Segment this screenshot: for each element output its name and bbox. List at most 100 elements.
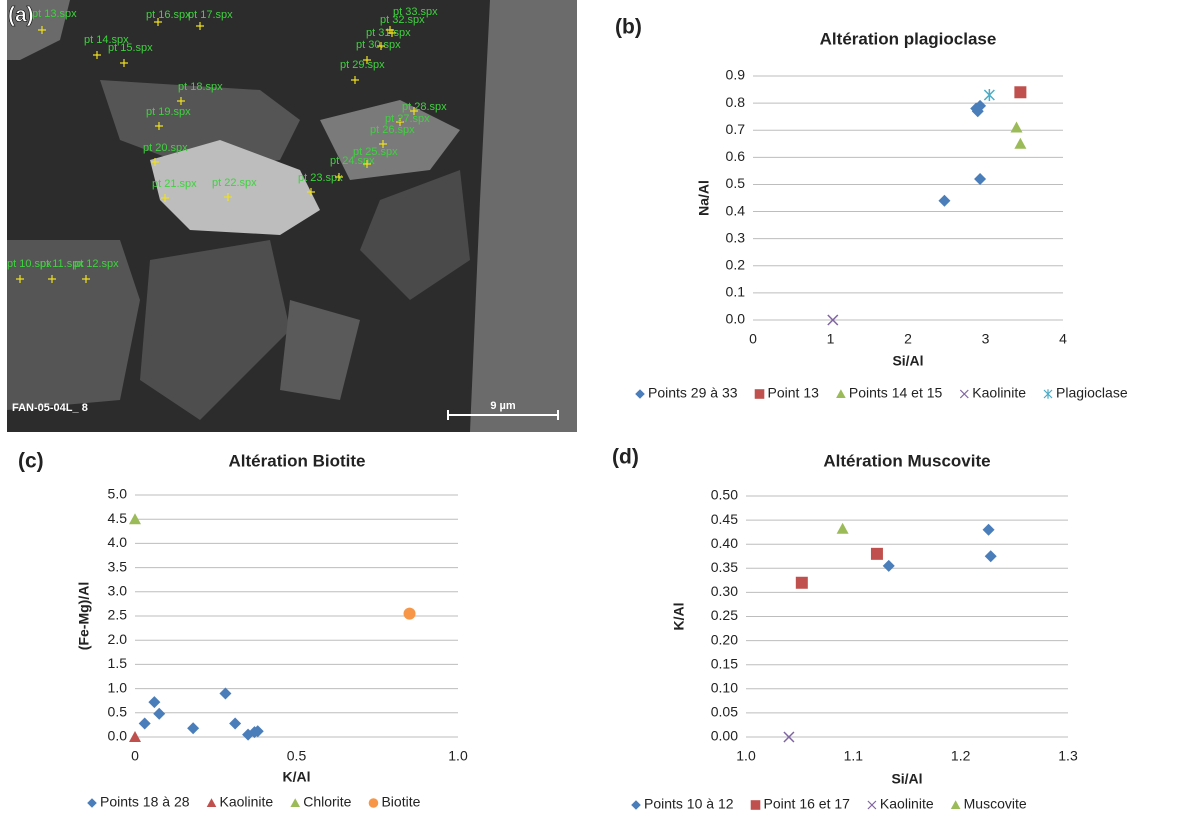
x-axis-label: Si/Al [891,771,922,787]
grain [470,0,577,432]
data-point [251,725,264,738]
point-label: pt 16.spx [146,9,191,21]
y-tick-label: 0.0 [726,311,746,327]
chart-title: Altération plagioclase [820,29,997,48]
grain [320,100,460,180]
legend-label: Point 13 [768,385,820,401]
point-label: pt 14.spx [84,34,129,46]
point-cross [379,140,387,148]
y-tick-label: 0.3 [726,229,746,245]
point-cross [151,158,159,166]
grain [140,240,290,420]
x-tick-label: 1 [827,331,835,347]
y-tick-label: 0.1 [726,284,746,300]
legend-label: Muscovite [964,796,1027,812]
data-point [1014,86,1027,99]
point-cross [38,26,46,34]
legend-marker [867,800,877,810]
legend-marker [635,389,645,399]
y-axis-label: (Fe-Mg)/Al [76,582,92,650]
point-cross [16,275,24,283]
y-tick-label: 0.25 [711,607,738,623]
point-cross [93,51,101,59]
y-tick-label: 0.8 [726,94,746,110]
sem-image: (a) FAN-05-04L_ 8 9 µm [7,0,577,432]
point-cross [196,22,204,30]
y-tick-label: 0.15 [711,655,738,671]
y-tick-label: 0.50 [711,487,738,503]
y-tick-label: 1.5 [108,655,128,671]
y-tick-label: 2.5 [108,607,128,623]
data-point [974,173,987,186]
x-tick-label: 4 [1059,331,1067,347]
x-tick-label: 1.1 [844,748,864,764]
x-tick-label: 1.2 [951,748,971,764]
legend-label: Points 18 à 28 [100,794,190,810]
y-tick-label: 3.0 [108,583,128,599]
data-point [1010,121,1023,133]
y-tick-label: 0.0 [108,728,128,744]
point-label: pt 26.spx [370,124,415,136]
point-cross [161,194,169,202]
legend-marker [1043,389,1053,399]
data-point [938,194,951,207]
y-tick-label: 0.5 [108,704,128,720]
point-label: pt 10.spx [7,258,52,270]
legend-label: Kaolinite [880,796,934,812]
point-label: pt 12.spx [74,258,119,270]
point-cross [335,173,343,181]
point-cross [48,275,56,283]
data-point [229,717,242,730]
legend-label: Kaolinite [220,794,274,810]
y-tick-label: 4.0 [108,534,128,550]
data-point [836,522,849,534]
legend-label: Points 10 à 12 [644,796,734,812]
legend-label: Points 29 à 33 [648,385,738,401]
legend-marker [754,389,765,399]
x-tick-label: 2 [904,331,912,347]
data-point [783,731,795,743]
data-point [795,576,808,589]
y-axis-label: Na/Al [696,180,712,216]
x-tick-label: 0 [131,748,139,764]
y-tick-label: 0.4 [726,202,746,218]
y-tick-label: 0.20 [711,631,738,647]
point-label: pt 17.spx [188,9,233,21]
point-label: pt 32.spx [380,14,425,26]
data-point [138,717,151,730]
y-axis-label: K/Al [671,603,687,631]
point-label: pt 33.spx [393,6,438,18]
y-tick-label: 0.6 [726,148,746,164]
data-point [870,547,883,560]
data-point [129,731,141,742]
y-tick-label: 0.00 [711,728,738,744]
point-cross [155,122,163,130]
data-point [827,314,839,326]
x-tick-label: 3 [982,331,990,347]
chart-title: Altération Biotite [229,451,366,470]
data-point [153,707,166,720]
point-label: pt 25.spx [353,146,398,158]
point-label: pt 23.spx [298,172,343,184]
data-point [148,696,161,709]
point-cross [307,188,315,196]
point-cross [363,160,371,168]
legend-marker [368,798,379,808]
y-tick-label: 0.9 [726,67,746,83]
point-cross [410,107,418,115]
point-cross [363,56,371,64]
y-tick-label: 0.45 [711,511,738,527]
legend-marker [750,800,761,810]
data-point [1014,137,1027,149]
y-tick-label: 0.2 [726,256,746,272]
scale-bar-label: 9 µm [490,400,516,412]
y-tick-label: 3.5 [108,558,128,574]
data-point [982,523,995,536]
legend-label: Biotite [381,794,420,810]
x-tick-label: 1.3 [1058,748,1078,764]
y-tick-label: 2.0 [108,631,128,647]
point-label: pt 13.spx [32,8,77,20]
grain [100,80,300,170]
data-point [984,550,997,563]
legend-label: Plagioclase [1056,385,1128,401]
